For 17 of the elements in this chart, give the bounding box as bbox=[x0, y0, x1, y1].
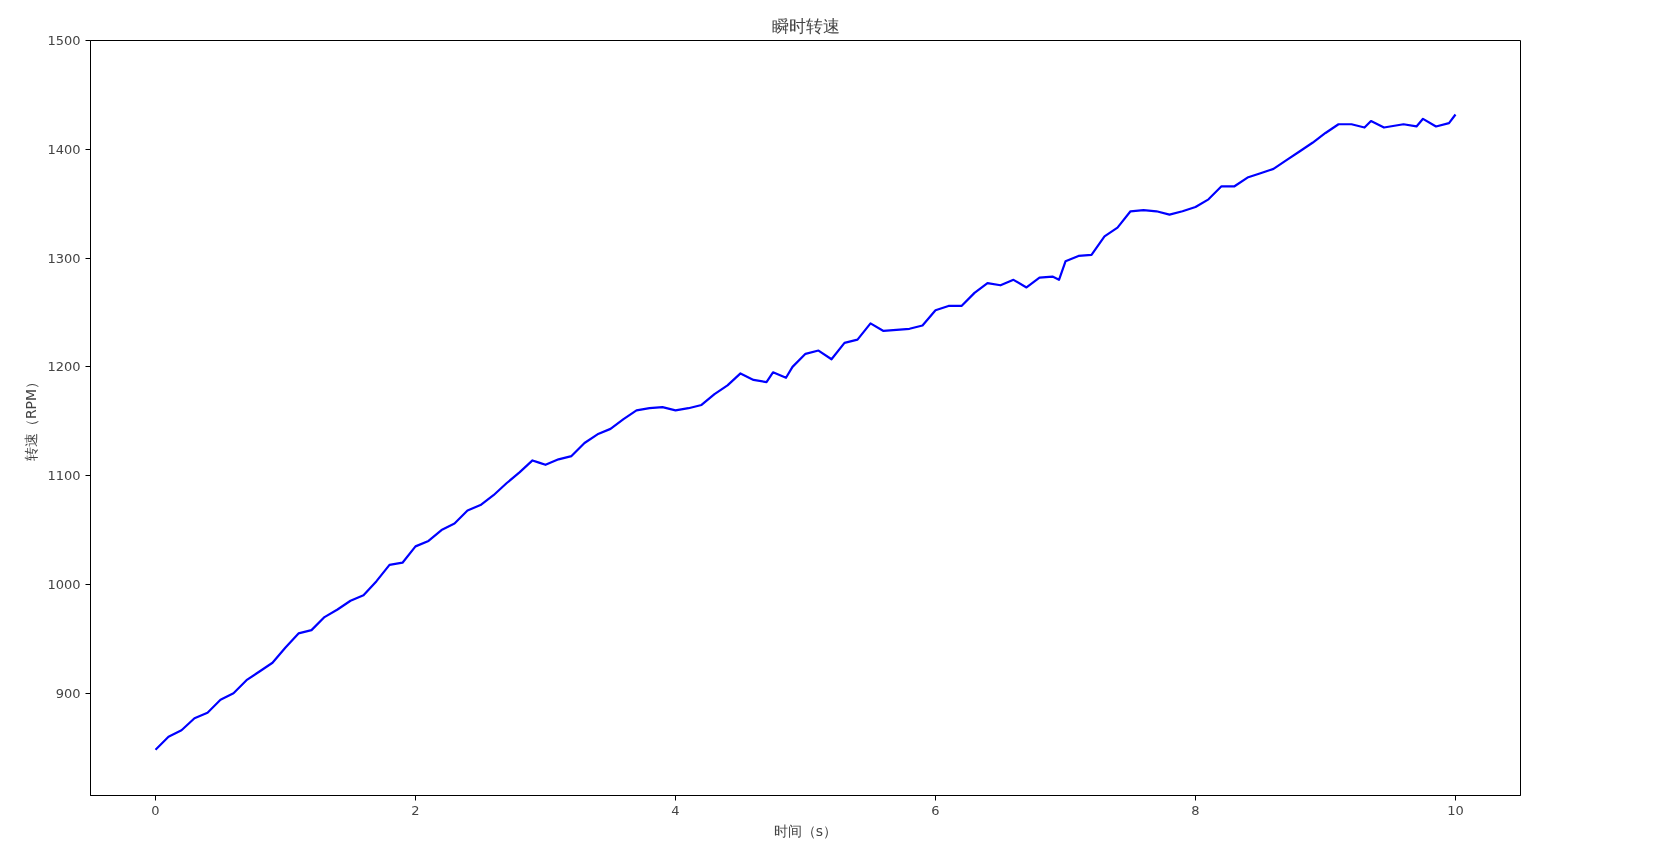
line-series bbox=[154, 113, 1457, 751]
x-tick-label: 8 bbox=[1191, 802, 1200, 818]
y-tick-label: 1400 bbox=[47, 141, 81, 157]
y-tick-label: 1000 bbox=[47, 576, 81, 592]
y-tick-label: 1100 bbox=[47, 468, 81, 484]
x-tick-label: 10 bbox=[1447, 802, 1464, 818]
y-tick-label: 900 bbox=[55, 685, 81, 701]
y-tick-label: 1300 bbox=[47, 250, 81, 266]
x-axis-title: 时间（s） bbox=[773, 822, 838, 839]
x-tick-label: 0 bbox=[151, 802, 160, 818]
x-tick-label: 2 bbox=[411, 802, 420, 818]
y-tick-label: 1500 bbox=[47, 33, 81, 48]
y-tick-label: 1200 bbox=[47, 359, 81, 375]
x-tick-label: 6 bbox=[931, 802, 940, 818]
y-axis-title: 转速（RPM） bbox=[23, 374, 40, 462]
x-tick-label: 4 bbox=[671, 802, 680, 818]
chart-title: 瞬时转速 bbox=[771, 15, 840, 36]
